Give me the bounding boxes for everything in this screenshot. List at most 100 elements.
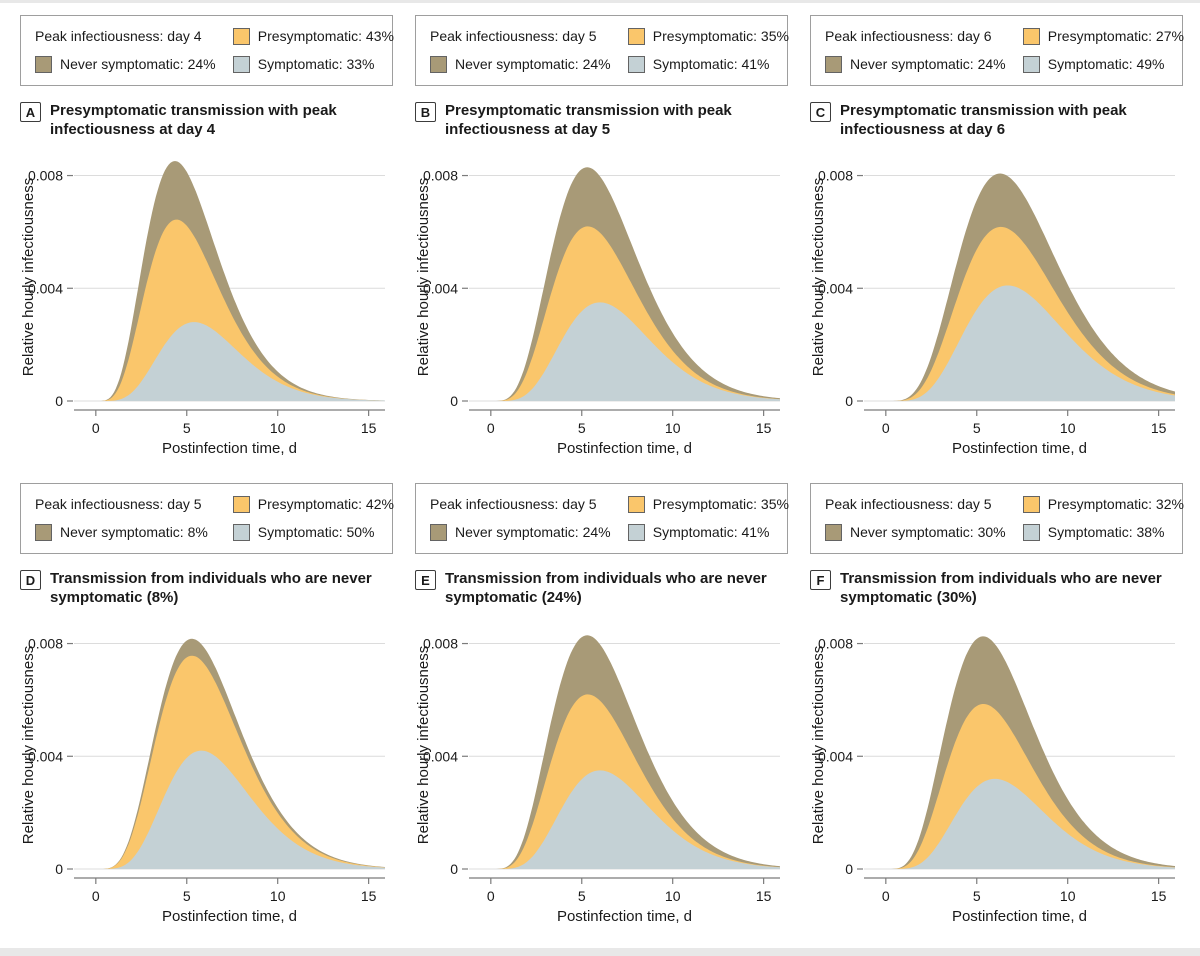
- never-symptomatic-label: Never symptomatic: 30%: [850, 524, 1006, 541]
- y-axis-label: Relative hourly infectiousness: [20, 178, 37, 376]
- y-tick-label: 0.004: [28, 748, 63, 764]
- never-symptomatic-swatch-icon: [430, 524, 447, 541]
- chart-svg: 0 0.004 0.008 0 5 10 15 Postinfection time, d Re…: [415, 167, 780, 457]
- legend-item-never-symptomatic: Never symptomatic: 30%: [825, 523, 1023, 542]
- legend-item-never-symptomatic: Never symptomatic: 24%: [430, 55, 628, 74]
- presymptomatic-label: Presymptomatic: 35%: [652, 496, 789, 513]
- legend-item-symptomatic: Symptomatic: 50%: [232, 523, 382, 542]
- y-tick-label: 0.004: [818, 748, 853, 764]
- x-tick-label: 0: [882, 888, 890, 904]
- presymptomatic-label: Presymptomatic: 42%: [257, 496, 394, 513]
- legend-item-presymptomatic: Presymptomatic: 35%: [627, 495, 789, 514]
- y-tick-label: 0.004: [28, 280, 63, 296]
- x-axis-label: Postinfection time, d: [557, 440, 692, 457]
- infectiousness-chart: 0 0.004 0.008 0 5 10 15 Postinfection time, d Re…: [415, 147, 788, 457]
- y-tick-label: 0.008: [423, 636, 458, 652]
- legend-item-never-symptomatic: Never symptomatic: 24%: [825, 55, 1023, 74]
- never-symptomatic-swatch-icon: [35, 56, 52, 73]
- x-tick-label: 0: [92, 420, 100, 436]
- presymptomatic-label: Presymptomatic: 35%: [652, 28, 789, 45]
- panel-title: Presymptomatic transmission with peak in…: [50, 102, 337, 139]
- never-symptomatic-label: Never symptomatic: 24%: [455, 56, 611, 73]
- symptomatic-swatch-icon: [232, 56, 250, 73]
- legend-item-symptomatic: Symptomatic: 41%: [627, 523, 777, 542]
- x-tick-label: 5: [973, 888, 981, 904]
- panel-letter-badge: D: [20, 570, 41, 590]
- symptomatic-swatch-icon: [1022, 524, 1040, 541]
- panel-letter-badge: F: [810, 570, 831, 590]
- presymptomatic-label: Presymptomatic: 43%: [257, 28, 394, 45]
- legend-item-presymptomatic: Presymptomatic: 42%: [232, 495, 394, 514]
- x-tick-label: 5: [183, 888, 191, 904]
- symptomatic-label: Symptomatic: 41%: [652, 56, 770, 73]
- never-symptomatic-label: Never symptomatic: 8%: [60, 524, 208, 541]
- x-tick-label: 5: [578, 420, 586, 436]
- legend-box: Peak infectiousness: day 4 Presymptomati…: [20, 15, 394, 86]
- presymptomatic-label: Presymptomatic: 27%: [1047, 28, 1184, 45]
- y-axis-label: Relative hourly infectiousness: [415, 178, 432, 376]
- panel-letter-badge: A: [20, 102, 41, 122]
- legend-item-symptomatic: Symptomatic: 33%: [232, 55, 382, 74]
- figure-root: Peak infectiousness: day 4 Presymptomati…: [0, 3, 1200, 925]
- legend-item-symptomatic: Symptomatic: 38%: [1022, 523, 1172, 542]
- panel-e: Peak infectiousness: day 5 Presymptomati…: [415, 483, 789, 925]
- presymptomatic-label: Presymptomatic: 32%: [1047, 496, 1184, 513]
- symptomatic-swatch-icon: [627, 524, 645, 541]
- infectiousness-chart: 0 0.004 0.008 0 5 10 15 Postinfection time, d Re…: [20, 147, 393, 457]
- x-tick-label: 10: [270, 888, 286, 904]
- x-tick-label: 10: [665, 888, 681, 904]
- symptomatic-label: Symptomatic: 49%: [1047, 56, 1165, 73]
- never-symptomatic-swatch-icon: [825, 56, 842, 73]
- symptomatic-area: [885, 285, 1175, 401]
- figure-grid: Peak infectiousness: day 4 Presymptomati…: [20, 15, 1184, 925]
- infectiousness-chart: 0 0.004 0.008 0 5 10 15 Postinfection time, d Re…: [20, 615, 393, 925]
- legend-item-presymptomatic: Presymptomatic: 43%: [232, 27, 394, 46]
- peak-day-label: Peak infectiousness: day 5: [430, 28, 597, 45]
- y-tick-label: 0.004: [423, 280, 458, 296]
- infectiousness-chart: 0 0.004 0.008 0 5 10 15 Postinfection time, d Re…: [415, 615, 788, 925]
- presymptomatic-swatch-icon: [232, 28, 250, 45]
- never-symptomatic-label: Never symptomatic: 24%: [455, 524, 611, 541]
- peak-day-label: Peak infectiousness: day 5: [35, 496, 202, 513]
- page-edge-bottom: [0, 948, 1200, 956]
- panel-letter-badge: E: [415, 570, 436, 590]
- chart-svg: 0 0.004 0.008 0 5 10 15 Postinfection time, d Re…: [415, 635, 780, 925]
- presymptomatic-swatch-icon: [232, 496, 250, 513]
- panel-title: Presymptomatic transmission with peak in…: [840, 102, 1127, 139]
- y-tick-label: 0.004: [423, 748, 458, 764]
- symptomatic-label: Symptomatic: 33%: [257, 56, 375, 73]
- panel-header: E Transmission from individuals who are …: [415, 569, 788, 611]
- panel-header: D Transmission from individuals who are …: [20, 569, 393, 611]
- peak-day-label: Peak infectiousness: day 4: [35, 28, 202, 45]
- presymptomatic-swatch-icon: [627, 496, 645, 513]
- symptomatic-area: [885, 778, 1175, 869]
- legend-item-presymptomatic: Presymptomatic: 27%: [1022, 27, 1184, 46]
- x-axis-label: Postinfection time, d: [162, 908, 297, 925]
- symptomatic-label: Symptomatic: 38%: [1047, 524, 1165, 541]
- never-symptomatic-label: Never symptomatic: 24%: [60, 56, 216, 73]
- legend-item-peak-day: Peak infectiousness: day 5: [430, 495, 628, 514]
- legend-item-peak-day: Peak infectiousness: day 4: [35, 27, 233, 46]
- x-tick-label: 10: [665, 420, 681, 436]
- y-tick-label: 0: [845, 861, 853, 877]
- x-tick-label: 10: [1060, 888, 1076, 904]
- x-tick-label: 15: [361, 888, 377, 904]
- presymptomatic-swatch-icon: [1022, 28, 1040, 45]
- legend-item-never-symptomatic: Never symptomatic: 8%: [35, 523, 233, 542]
- panel-a: Peak infectiousness: day 4 Presymptomati…: [20, 15, 394, 457]
- panel-title: Transmission from individuals who are ne…: [50, 570, 372, 607]
- y-tick-label: 0: [845, 393, 853, 409]
- panel-header: C Presymptomatic transmission with peak …: [810, 101, 1183, 143]
- legend-item-never-symptomatic: Never symptomatic: 24%: [35, 55, 233, 74]
- symptomatic-area: [490, 302, 780, 401]
- panel-f: Peak infectiousness: day 5 Presymptomati…: [810, 483, 1184, 925]
- legend-box: Peak infectiousness: day 5 Presymptomati…: [810, 483, 1184, 554]
- x-tick-label: 15: [1151, 420, 1167, 436]
- panel-header: F Transmission from individuals who are …: [810, 569, 1183, 611]
- legend-item-presymptomatic: Presymptomatic: 32%: [1022, 495, 1184, 514]
- legend-item-peak-day: Peak infectiousness: day 6: [825, 27, 1023, 46]
- x-axis-label: Postinfection time, d: [952, 908, 1087, 925]
- y-tick-label: 0.008: [818, 636, 853, 652]
- peak-day-label: Peak infectiousness: day 5: [825, 496, 992, 513]
- panel-b: Peak infectiousness: day 5 Presymptomati…: [415, 15, 789, 457]
